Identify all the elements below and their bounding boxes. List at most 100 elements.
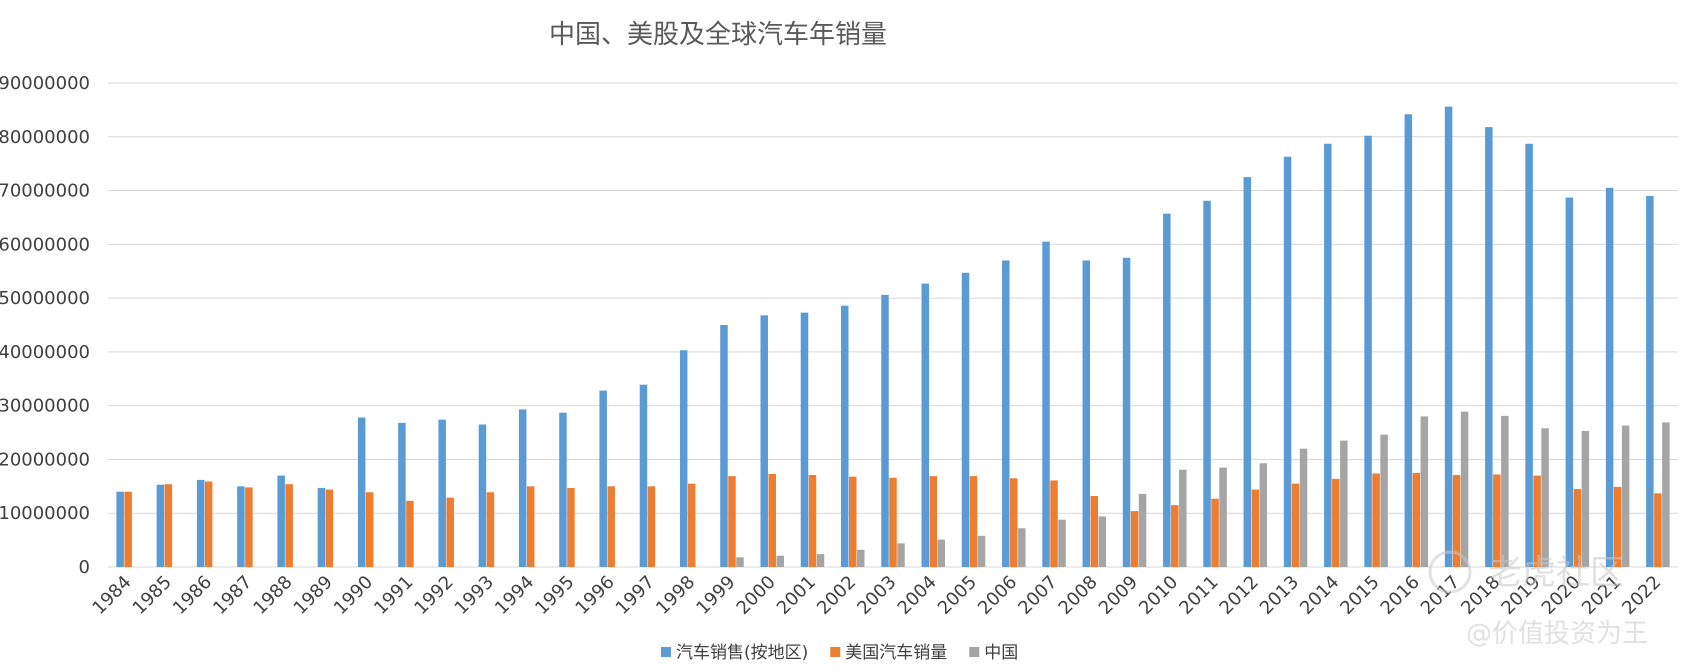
bar-2 [1332, 478, 1340, 567]
bar-1 [720, 325, 728, 567]
x-axis: 1984198519861987198819891990199119921993… [88, 572, 1665, 619]
bar-3 [1340, 440, 1348, 567]
x-tick-label: 1984 [88, 572, 135, 619]
bar-1 [679, 350, 688, 567]
bar-1 [116, 491, 124, 567]
bar-2 [607, 486, 615, 567]
bar-3 [1541, 428, 1549, 567]
bar-2 [1090, 496, 1099, 567]
legend-swatch [830, 647, 841, 657]
bar-3 [1098, 516, 1107, 567]
bar-3 [977, 535, 986, 567]
bar-2 [164, 484, 173, 567]
bar-2 [1613, 486, 1622, 567]
bar-3 [1662, 422, 1670, 567]
bar-1 [438, 419, 446, 567]
bar-3 [1380, 434, 1388, 567]
legend-label: 中国 [984, 643, 1018, 663]
bar-2 [1654, 493, 1662, 567]
x-tick-label: 1995 [531, 572, 578, 619]
y-tick-label: 10000000 [0, 503, 90, 524]
bar-2 [1251, 489, 1260, 567]
bar-2 [728, 476, 736, 567]
x-tick-label: 2012 [1216, 572, 1263, 619]
bar-2 [768, 473, 776, 567]
watermark-brand: 老虎社区 [1488, 553, 1624, 593]
bar-3 [1621, 425, 1630, 567]
bar-1 [478, 424, 487, 567]
bar-2 [848, 476, 857, 567]
bar-2 [567, 487, 575, 567]
bar-1 [277, 475, 285, 567]
bar-2 [1372, 473, 1380, 567]
y-tick-label: 70000000 [0, 181, 90, 202]
x-tick-label: 2009 [1095, 572, 1142, 619]
watermark-handle: @价值投资为王 [1466, 619, 1648, 649]
x-tick-label: 2002 [813, 572, 860, 619]
x-tick-label: 2010 [1135, 572, 1182, 619]
y-tick-label: 90000000 [0, 73, 90, 94]
x-tick-label: 2006 [974, 572, 1021, 619]
bar-3 [1581, 430, 1590, 567]
bar-1 [1203, 200, 1211, 568]
bar-1 [156, 484, 165, 567]
bar-1 [398, 422, 406, 567]
bar-1 [1565, 197, 1574, 567]
x-tick-label: 2017 [1417, 572, 1464, 619]
x-tick-label: 2011 [1175, 572, 1222, 619]
bar-1 [1002, 260, 1010, 567]
bar-2 [1573, 489, 1582, 567]
bar-2 [1171, 505, 1179, 567]
x-tick-label: 1988 [249, 572, 296, 619]
bar-2 [1010, 478, 1018, 567]
bar-1 [1163, 213, 1171, 567]
x-tick-label: 1986 [169, 572, 216, 619]
y-tick-label: 0 [79, 557, 90, 578]
chart-title: 中国、美股及全球汽车年销量 [549, 20, 887, 50]
bar-1 [1404, 114, 1413, 568]
x-tick-label: 2000 [733, 572, 780, 619]
bar-2 [1211, 498, 1219, 567]
bar-2 [486, 492, 495, 567]
bar-1 [760, 315, 768, 567]
bar-3 [937, 539, 946, 567]
bar-3 [1219, 467, 1227, 567]
x-tick-label: 2004 [894, 572, 941, 619]
y-tick-label: 80000000 [0, 127, 90, 148]
bar-3 [816, 554, 825, 567]
bar-2 [687, 483, 696, 567]
bar-3 [1460, 411, 1469, 567]
bar-2 [1533, 475, 1541, 567]
bar-3 [776, 555, 784, 567]
bar-2 [365, 492, 374, 567]
bar-2 [1291, 483, 1300, 567]
bar-2 [325, 489, 334, 567]
x-tick-label: 1998 [652, 572, 699, 619]
bar-3 [1018, 528, 1026, 567]
x-tick-label: 2014 [1296, 572, 1343, 619]
bar-1 [881, 294, 889, 567]
bar-2 [1493, 474, 1501, 567]
bar-1 [639, 384, 648, 567]
legend: 汽车销售(按地区) 美国汽车销量 中国 [661, 643, 1018, 663]
bar-1 [1122, 257, 1131, 567]
bar-1 [1324, 143, 1332, 567]
x-tick-label: 2015 [1336, 572, 1383, 619]
bar-1 [237, 486, 245, 567]
bar-2 [969, 476, 978, 567]
bar-1 [1283, 156, 1292, 568]
watermark: 老虎社区 @价值投资为王 [1428, 550, 1648, 649]
bar-1 [961, 272, 970, 567]
x-tick-label: 1997 [612, 572, 659, 619]
bar-3 [897, 543, 905, 567]
x-tick-label: 1993 [451, 572, 498, 619]
x-tick-label: 1987 [209, 572, 256, 619]
bar-2 [446, 497, 454, 567]
x-tick-label: 1991 [370, 572, 417, 619]
y-tick-label: 30000000 [0, 396, 90, 417]
bar-3 [736, 557, 744, 567]
watermark-logo-icon [1428, 550, 1472, 594]
bar-3 [1259, 463, 1268, 567]
bar-1 [357, 417, 366, 567]
